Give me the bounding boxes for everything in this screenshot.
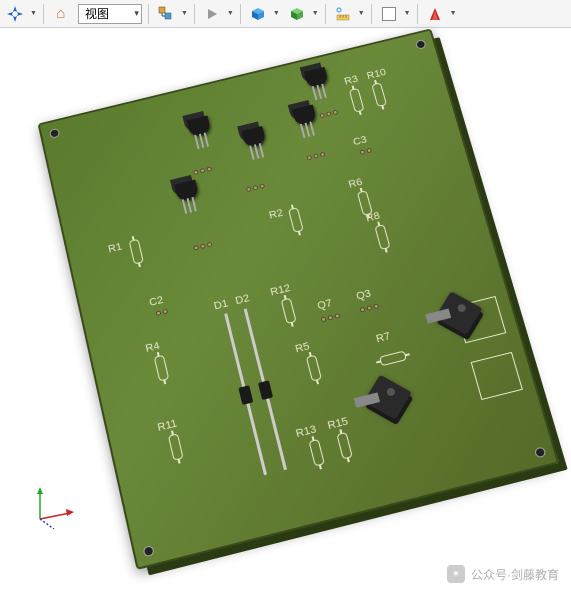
chevron-down-icon[interactable]: ▼ bbox=[404, 10, 411, 17]
transistor-to92 bbox=[304, 67, 329, 89]
watermark-text: 公众号·剑藤教育 bbox=[471, 566, 559, 583]
chevron-down-icon[interactable]: ▼ bbox=[30, 10, 37, 17]
transistor-to220 bbox=[364, 375, 412, 420]
main-toolbar: ▼ ⌂ 视图 ▾ ▼ ▼ ▼ ▼ ▼ ▼ ▼ bbox=[0, 0, 571, 28]
home-button[interactable]: ⌂ bbox=[50, 3, 72, 25]
view-dropdown-label: 视图 bbox=[85, 5, 109, 22]
cube-1-button[interactable] bbox=[247, 3, 269, 25]
chevron-down-icon[interactable]: ▼ bbox=[450, 10, 457, 17]
ref-R2: R2 bbox=[268, 207, 284, 221]
color-swatch bbox=[382, 7, 396, 21]
ref-Q3: Q3 bbox=[355, 288, 372, 303]
ref-C2: C2 bbox=[148, 294, 164, 308]
ref-D1: D1 bbox=[213, 298, 229, 312]
chevron-down-icon[interactable]: ▼ bbox=[273, 10, 280, 17]
tree-panel-button[interactable] bbox=[155, 3, 177, 25]
wechat-icon: ✶ bbox=[447, 565, 465, 583]
transistor-to92 bbox=[174, 180, 199, 203]
ref-D2: D2 bbox=[234, 293, 250, 307]
transistor-to92 bbox=[292, 105, 317, 127]
ref-R13: R13 bbox=[295, 423, 318, 440]
color-swatch-button[interactable] bbox=[378, 3, 400, 25]
ref-R15: R15 bbox=[326, 416, 349, 433]
pcb-board: R1 R2 R3 R10 R4 R5 R6 R7 R8 R11 R12 R13 … bbox=[38, 28, 560, 570]
view-dropdown[interactable]: 视图 ▾ bbox=[78, 4, 142, 24]
ref-Q7: Q7 bbox=[316, 298, 333, 313]
chevron-down-icon: ▾ bbox=[134, 8, 139, 19]
ref-C3: C3 bbox=[352, 134, 368, 148]
nav-tool-button[interactable] bbox=[4, 3, 26, 25]
ref-R11: R11 bbox=[156, 418, 178, 434]
pcb-3d-viewport[interactable]: R1 R2 R3 R10 R4 R5 R6 R7 R8 R11 R12 R13 … bbox=[0, 28, 571, 591]
chevron-down-icon[interactable]: ▼ bbox=[227, 10, 234, 17]
transistor-to92 bbox=[187, 115, 212, 137]
chevron-down-icon[interactable]: ▼ bbox=[181, 10, 188, 17]
play-button[interactable] bbox=[201, 3, 223, 25]
measure-button[interactable] bbox=[332, 3, 354, 25]
chevron-down-icon[interactable]: ▼ bbox=[358, 10, 365, 17]
ref-R10: R10 bbox=[366, 67, 388, 82]
transistor-to92 bbox=[241, 126, 266, 148]
ref-R12: R12 bbox=[269, 282, 291, 298]
ref-R7: R7 bbox=[375, 331, 392, 346]
cube-2-button[interactable] bbox=[286, 3, 308, 25]
appearance-button[interactable] bbox=[424, 3, 446, 25]
ref-R1: R1 bbox=[107, 241, 123, 255]
chevron-down-icon[interactable]: ▼ bbox=[312, 10, 319, 17]
watermark: ✶ 公众号·剑藤教育 bbox=[447, 565, 559, 583]
axis-gizmo[interactable] bbox=[30, 485, 74, 529]
